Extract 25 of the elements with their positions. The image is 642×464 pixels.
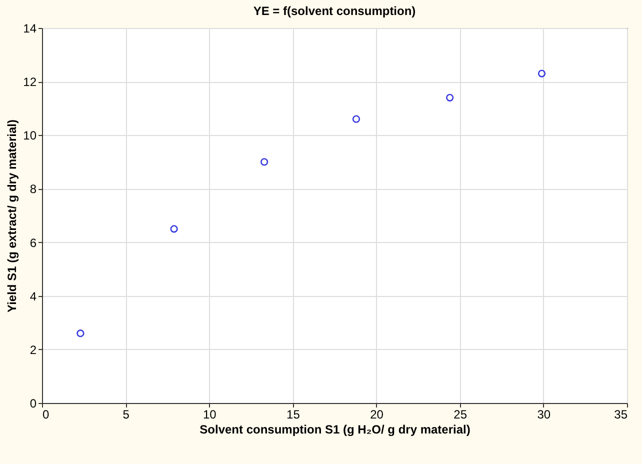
y-tick-label: 0 <box>30 396 37 410</box>
point <box>446 94 454 102</box>
x-tick-label: 15 <box>286 408 300 422</box>
y-tick-label: 2 <box>30 342 37 357</box>
y-tick-label: 8 <box>30 182 37 196</box>
x-tick-label: 25 <box>454 408 468 422</box>
x-tick-label: 10 <box>202 408 217 422</box>
y-axis-title: Yield S1 (g extract/ g dry material) <box>5 120 20 312</box>
point <box>170 225 178 233</box>
y-tick-label: 14 <box>23 22 37 36</box>
chart-title: YE = f(solvent consumption) <box>253 4 416 18</box>
x-axis-title: Solvent consumption S1 (g H₂O/ g dry material) <box>200 422 470 436</box>
point <box>260 158 268 166</box>
x-tick-label: 0 <box>42 408 50 422</box>
x-tick-label: 5 <box>122 408 130 422</box>
x-tick-label: 30 <box>537 408 551 422</box>
x-tick-label: 20 <box>370 408 384 422</box>
y-tick-label: 12 <box>23 75 37 90</box>
y-tick-label: 6 <box>30 236 37 250</box>
y-tick-label: 4 <box>30 289 37 304</box>
point <box>538 70 546 78</box>
point <box>352 115 360 123</box>
x-tick-label: 35 <box>614 408 628 422</box>
point <box>76 330 84 338</box>
y-tick-label: 10 <box>23 128 37 143</box>
